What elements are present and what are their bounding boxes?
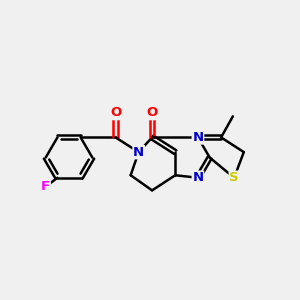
Text: O: O bbox=[110, 106, 121, 119]
Text: N: N bbox=[192, 171, 203, 184]
Text: O: O bbox=[146, 106, 158, 119]
Text: F: F bbox=[41, 180, 50, 193]
Text: N: N bbox=[192, 131, 203, 144]
Text: N: N bbox=[133, 146, 144, 159]
Text: S: S bbox=[229, 171, 239, 184]
